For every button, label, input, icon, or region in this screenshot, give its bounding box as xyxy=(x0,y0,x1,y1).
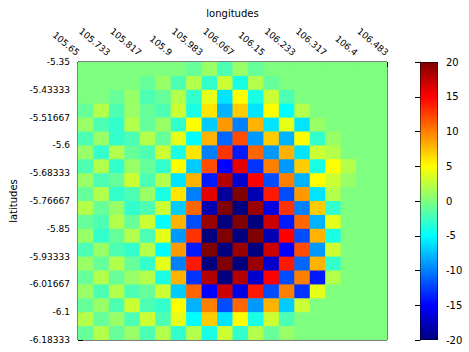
svg-text:105.817: 105.817 xyxy=(108,26,143,58)
svg-text:-5.35: -5.35 xyxy=(47,57,70,67)
svg-text:-5.85: -5.85 xyxy=(47,224,70,234)
svg-text:106.317: 106.317 xyxy=(294,26,329,58)
svg-text:-15: -15 xyxy=(446,300,462,311)
svg-text:10: 10 xyxy=(446,126,459,137)
svg-text:-20: -20 xyxy=(446,335,462,346)
svg-text:-5: -5 xyxy=(446,230,456,241)
svg-text:-5.51667: -5.51667 xyxy=(30,113,70,123)
svg-text:105.65: 105.65 xyxy=(51,30,82,58)
svg-text:-5.76667: -5.76667 xyxy=(30,196,70,206)
svg-text:105.733: 105.733 xyxy=(77,26,112,58)
svg-text:-5.43333: -5.43333 xyxy=(30,85,70,95)
svg-text:20: 20 xyxy=(446,57,459,68)
svg-text:106.15: 106.15 xyxy=(236,30,267,58)
svg-text:0: 0 xyxy=(446,196,452,207)
svg-text:15: 15 xyxy=(446,91,459,102)
svg-text:106.4: 106.4 xyxy=(333,34,359,58)
svg-text:106.233: 106.233 xyxy=(263,26,298,58)
svg-text:105.9: 105.9 xyxy=(148,34,174,58)
svg-text:-6.18333: -6.18333 xyxy=(30,335,70,345)
svg-text:106.483: 106.483 xyxy=(355,26,390,58)
svg-text:-10: -10 xyxy=(446,265,462,276)
svg-text:-5.6: -5.6 xyxy=(52,140,70,150)
svg-text:5: 5 xyxy=(446,161,452,172)
svg-text:-6.1: -6.1 xyxy=(52,307,70,317)
svg-text:longitudes: longitudes xyxy=(206,8,258,19)
svg-text:-5.68333: -5.68333 xyxy=(30,168,70,178)
svg-text:-6.01667: -6.01667 xyxy=(30,279,70,289)
svg-text:106.067: 106.067 xyxy=(201,26,236,58)
svg-text:105.983: 105.983 xyxy=(170,26,205,58)
svg-text:-5.93333: -5.93333 xyxy=(30,252,70,262)
svg-text:latitudes: latitudes xyxy=(8,179,19,223)
